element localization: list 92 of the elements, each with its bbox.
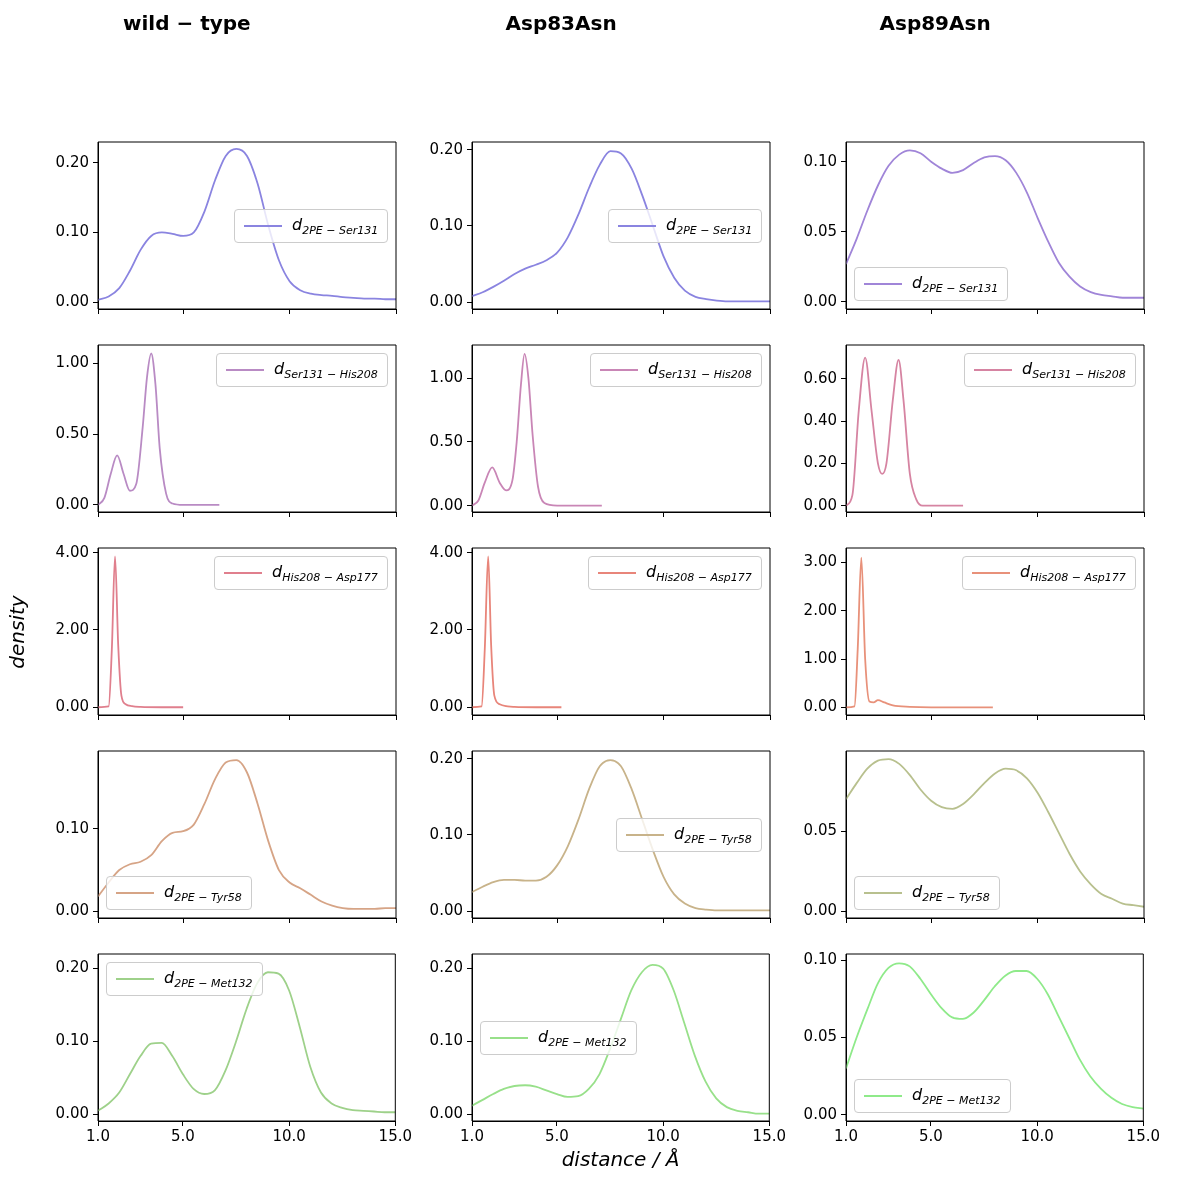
y-tick-label: 0.20 bbox=[429, 748, 463, 767]
y-tick-label: 2.00 bbox=[55, 619, 89, 638]
y-tick-label: 3.00 bbox=[803, 552, 837, 571]
y-tick-label: 0.20 bbox=[55, 958, 89, 977]
y-tick-label: 0.05 bbox=[803, 1027, 837, 1046]
y-tick-label: 0.00 bbox=[55, 697, 89, 716]
legend-label: d$_{2PE − Tyr58}$ bbox=[912, 882, 990, 905]
legend-label: d$_{Ser131 − His208}$ bbox=[274, 359, 378, 382]
y-axis-title: density bbox=[4, 594, 29, 669]
y-tick-label: 0.10 bbox=[803, 950, 837, 969]
y-tick-label: 0.00 bbox=[803, 1104, 837, 1123]
line-series bbox=[472, 150, 770, 303]
legend-label: d$_{2PE − Met132}$ bbox=[538, 1026, 627, 1049]
line-series bbox=[846, 149, 1144, 299]
y-tick-label: 0.00 bbox=[803, 291, 837, 310]
legend-label: d$_{2PE − Ser131}$ bbox=[666, 214, 753, 237]
y-tick-label: 1.00 bbox=[803, 648, 837, 667]
y-tick-label: 2.00 bbox=[429, 619, 463, 638]
y-tick-label: 0.00 bbox=[55, 494, 89, 513]
chart-title: Asp83Asn bbox=[505, 11, 617, 35]
x-tick-label: 5.0 bbox=[919, 1126, 943, 1145]
y-tick-label: 0.20 bbox=[429, 958, 463, 977]
y-tick-label: 0.20 bbox=[803, 453, 837, 472]
legend-label: d$_{His208 − Asp177}$ bbox=[1020, 562, 1126, 585]
legend-label: d$_{His208 − Asp177}$ bbox=[646, 562, 752, 585]
y-tick-label: 4.00 bbox=[55, 542, 89, 561]
y-tick-label: 0.20 bbox=[55, 152, 89, 171]
y-tick-label: 0.00 bbox=[803, 697, 837, 716]
legend-label: d$_{2PE − Met132}$ bbox=[912, 1085, 1001, 1108]
y-tick-label: 0.00 bbox=[55, 291, 89, 310]
line-series bbox=[98, 148, 396, 301]
y-tick-label: 0.00 bbox=[429, 1104, 463, 1123]
x-tick-label: 10.0 bbox=[1020, 1126, 1054, 1145]
x-tick-label: 1.0 bbox=[834, 1126, 858, 1145]
legend-label: d$_{2PE − Met132}$ bbox=[164, 968, 253, 991]
x-tick-label: 15.0 bbox=[378, 1126, 412, 1145]
y-tick-label: 0.05 bbox=[803, 821, 837, 840]
y-tick-label: 0.10 bbox=[55, 222, 89, 241]
chart-title: Asp89Asn bbox=[879, 11, 991, 35]
line-series bbox=[846, 758, 1144, 908]
line-series bbox=[846, 556, 994, 709]
y-tick-label: 0.10 bbox=[429, 1031, 463, 1050]
y-tick-label: 0.00 bbox=[803, 901, 837, 920]
y-tick-label: 2.00 bbox=[803, 600, 837, 619]
y-tick-label: 4.00 bbox=[429, 542, 463, 561]
x-tick-label: 1.0 bbox=[86, 1126, 110, 1145]
y-tick-label: 0.00 bbox=[803, 495, 837, 514]
y-tick-label: 0.50 bbox=[55, 424, 89, 443]
line-series bbox=[472, 964, 770, 1115]
line-series bbox=[98, 971, 396, 1114]
y-tick-label: 0.00 bbox=[429, 495, 463, 514]
x-tick-label: 10.0 bbox=[646, 1126, 680, 1145]
y-tick-label: 0.60 bbox=[803, 368, 837, 387]
y-tick-label: 0.00 bbox=[429, 901, 463, 920]
y-tick-label: 0.00 bbox=[55, 901, 89, 920]
line-series bbox=[472, 555, 563, 709]
x-tick-label: 10.0 bbox=[272, 1126, 306, 1145]
y-tick-label: 0.50 bbox=[429, 431, 463, 450]
chart-title: wild − type bbox=[123, 11, 251, 35]
y-tick-label: 0.00 bbox=[429, 697, 463, 716]
y-tick-label: 1.00 bbox=[429, 368, 463, 387]
y-tick-label: 0.00 bbox=[429, 292, 463, 311]
y-tick-label: 0.10 bbox=[55, 1031, 89, 1050]
y-tick-label: 0.10 bbox=[55, 818, 89, 837]
line-series bbox=[98, 352, 221, 506]
line-series bbox=[472, 759, 770, 912]
line-series bbox=[98, 555, 185, 709]
y-tick-label: 0.10 bbox=[429, 215, 463, 234]
x-tick-label: 15.0 bbox=[1126, 1126, 1160, 1145]
line-series bbox=[472, 353, 603, 507]
y-tick-label: 0.00 bbox=[55, 1104, 89, 1123]
x-tick-label: 1.0 bbox=[460, 1126, 484, 1145]
y-tick-label: 0.10 bbox=[429, 824, 463, 843]
legend-label: d$_{2PE − Tyr58}$ bbox=[164, 882, 242, 905]
y-tick-label: 0.10 bbox=[803, 151, 837, 170]
legend-label: d$_{Ser131 − His208}$ bbox=[1022, 359, 1126, 382]
legend-label: d$_{2PE − Tyr58}$ bbox=[674, 823, 752, 846]
x-axis-title: distance / Å bbox=[561, 1147, 680, 1171]
line-series bbox=[98, 759, 396, 910]
x-tick-label: 15.0 bbox=[752, 1126, 786, 1145]
legend-label: d$_{2PE − Ser131}$ bbox=[292, 214, 379, 237]
legend-label: d$_{Ser131 − His208}$ bbox=[648, 359, 752, 382]
y-tick-label: 0.40 bbox=[803, 410, 837, 429]
legend-label: d$_{His208 − Asp177}$ bbox=[272, 562, 378, 585]
legend-label: d$_{2PE − Ser131}$ bbox=[912, 273, 999, 296]
x-tick-label: 5.0 bbox=[545, 1126, 569, 1145]
y-tick-label: 1.00 bbox=[55, 353, 89, 372]
x-tick-label: 5.0 bbox=[171, 1126, 195, 1145]
y-tick-label: 0.20 bbox=[429, 139, 463, 158]
line-series bbox=[846, 962, 1144, 1110]
y-tick-label: 0.05 bbox=[803, 221, 837, 240]
line-series bbox=[846, 356, 964, 507]
